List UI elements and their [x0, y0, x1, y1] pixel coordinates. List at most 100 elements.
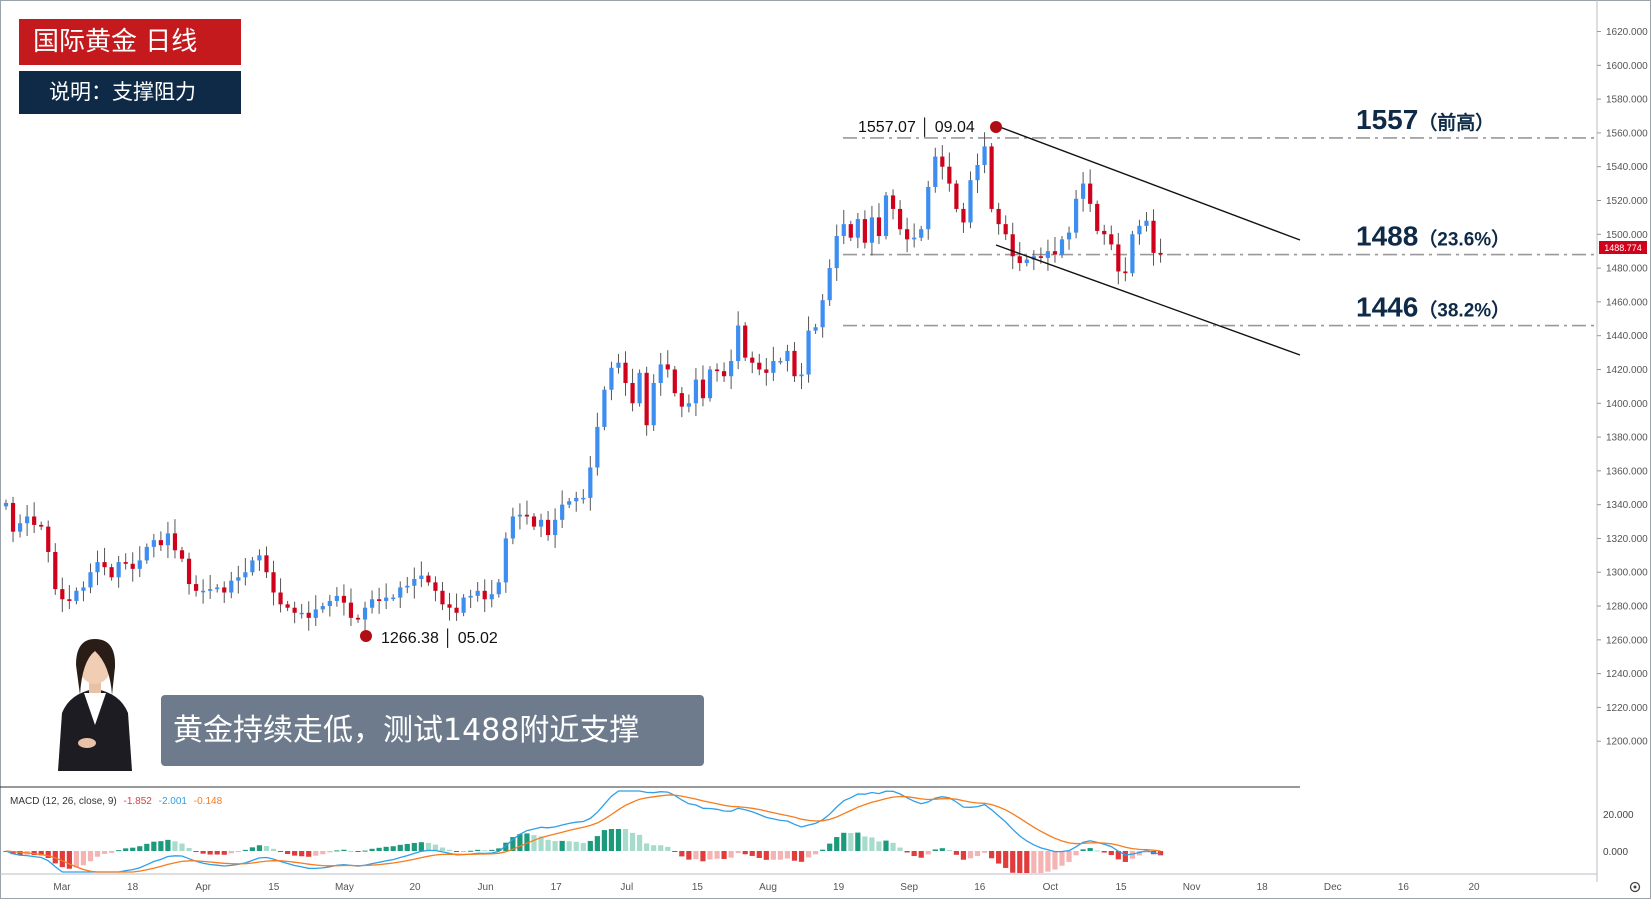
macd-hist-bar [587, 840, 593, 851]
macd-hist-bar [1024, 851, 1030, 873]
candle-body [88, 572, 93, 588]
candle-body [320, 606, 325, 610]
time-tick-label: 20 [1468, 882, 1480, 893]
macd-legend-label: MACD (12, 26, close, 9) [10, 796, 117, 807]
macd-hist-bar [172, 841, 178, 851]
macd-line [5, 790, 1161, 873]
chart-title-badge: 国际黄金 日线 [19, 19, 241, 65]
candle-body [1003, 224, 1008, 235]
candle-body [905, 229, 910, 240]
macd-hist-bar [989, 851, 995, 859]
macd-hist-bar [320, 851, 326, 855]
candle-body [630, 382, 635, 404]
candle-body [707, 369, 713, 399]
macd-hist-bar [165, 839, 171, 851]
candle-body [553, 519, 558, 536]
candle-body [1151, 220, 1156, 253]
macd-hist-bar [890, 842, 896, 851]
macd-hist-bar [263, 845, 270, 851]
candle-body [250, 560, 255, 573]
candle-body [1102, 230, 1107, 235]
price-tick-label: 1240.000 [1606, 669, 1648, 680]
candle-body [1038, 256, 1043, 258]
time-axis: Mar 18 Apr 15 May 20 Jun 17 Jul 15 Aug 19 Sep 16 Oct 15… [53, 882, 1480, 893]
time-tick-label: 16 [974, 882, 986, 893]
candle-body [855, 219, 860, 238]
candle-body [644, 372, 649, 426]
candle-body [10, 502, 16, 532]
price-tick-label: 1340.000 [1606, 500, 1648, 511]
macd-hist-bar [820, 849, 826, 851]
candle-body [475, 590, 480, 596]
macd-hist-bar [791, 851, 798, 861]
macd-hist-bar [813, 851, 819, 855]
macd-hist-bar [228, 851, 234, 854]
macd-hist-bar [221, 851, 227, 855]
macd-hist-bar [1045, 851, 1051, 872]
price-tick-label: 1360.000 [1606, 466, 1648, 477]
macd-hist-bar [249, 847, 255, 851]
macd-hist-bar [580, 842, 586, 851]
settings-gear-icon[interactable] [1629, 881, 1641, 893]
macd-hist-bar [601, 830, 607, 851]
candle-body [222, 587, 227, 593]
candle-body [130, 563, 135, 569]
macd-hist-bar [38, 851, 44, 856]
macd-hist-bar [1108, 851, 1114, 855]
candle-body [193, 584, 199, 591]
macd-hist-bar [608, 829, 615, 851]
candle-body [651, 382, 656, 426]
macd-hist-bar [1003, 851, 1009, 868]
macd-hist-bar [897, 847, 903, 851]
macd-hist-bar [1031, 851, 1037, 873]
candle-body [806, 330, 811, 375]
macd-hist-bar [686, 851, 692, 860]
macd-hist-bar [1073, 851, 1079, 856]
macd-hist-bar [475, 849, 481, 851]
candle-body [503, 538, 508, 583]
macd-hist-bar [313, 851, 319, 856]
candle-body [334, 595, 339, 601]
macd-hist-bar [925, 851, 931, 855]
candle-body [954, 183, 959, 209]
macd-hist-bar [1136, 851, 1143, 856]
candle-body [517, 514, 523, 517]
candle-body [313, 609, 318, 618]
candle-body [74, 590, 79, 601]
candle-body [1137, 225, 1142, 235]
price-tick-label: 1580.000 [1606, 95, 1648, 106]
macd-hist-bar [418, 842, 424, 851]
candle-body [912, 237, 917, 240]
candle-body [348, 602, 354, 618]
candle-body [1158, 252, 1163, 255]
candle-body [215, 587, 220, 590]
candle-body [243, 572, 248, 578]
macd-hist-bar [1038, 851, 1044, 873]
macd-hist-bar [362, 850, 368, 852]
macd-hist-bar [756, 851, 762, 859]
candle-body [672, 369, 677, 394]
candle-body [1144, 220, 1149, 226]
macd-hist-bar [292, 851, 298, 856]
candle-body [1045, 251, 1051, 258]
macd-hist-bar [827, 843, 833, 851]
macd-hist-bar [981, 851, 988, 853]
macd-hist-bar [714, 851, 720, 859]
macd-hist-bar [862, 836, 868, 851]
macd-hist-bar [425, 842, 431, 851]
candle-body [876, 217, 882, 236]
candle-body [355, 617, 361, 620]
time-tick-label: Dec [1324, 882, 1342, 893]
candle-body [285, 604, 290, 608]
time-tick-label: 15 [268, 882, 280, 893]
candle-body [158, 540, 163, 546]
channel-lower-line [995, 244, 1301, 356]
price-tick-label: 1500.000 [1606, 230, 1648, 241]
price-tick-label: 1460.000 [1606, 297, 1648, 308]
candle-body [1017, 256, 1022, 264]
candle-body [757, 362, 762, 370]
macd-hist-bar [489, 849, 495, 851]
level-label: 1488（23.6%） [1356, 221, 1510, 252]
candle-body [813, 327, 818, 331]
time-tick-label: 20 [409, 882, 421, 893]
